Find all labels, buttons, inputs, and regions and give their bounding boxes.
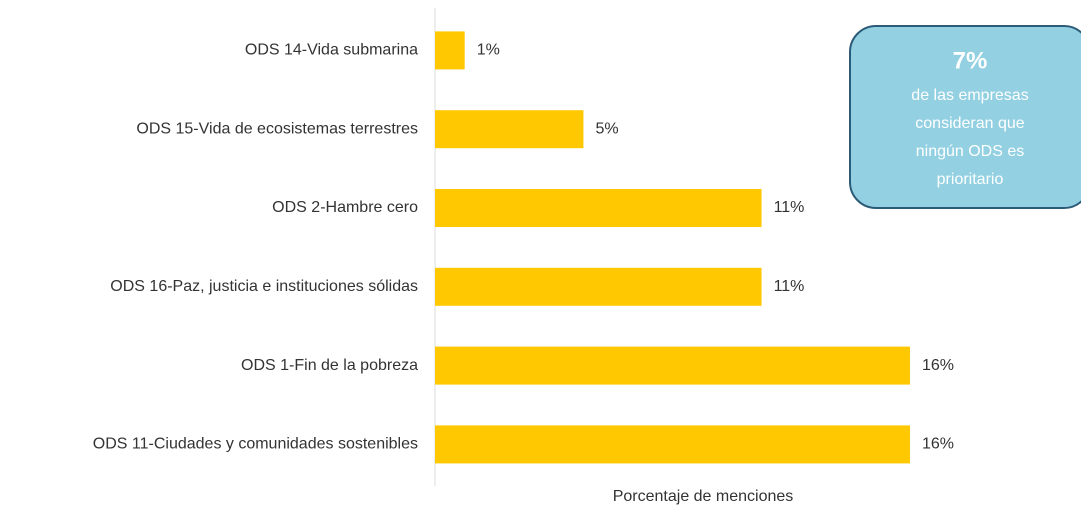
annotation-line: ningún ODS es [916, 143, 1025, 160]
bar [435, 267, 762, 306]
annotation-frame [849, 25, 1081, 209]
value-label: 1% [477, 42, 500, 59]
annotation-box: 7% de las empresas consideran que ningún… [849, 25, 1081, 209]
value-label: 11% [774, 199, 805, 216]
annotation-line: consideran que [915, 115, 1025, 132]
bar [435, 346, 910, 385]
y-tick-label: ODS 11-Ciudades y comunidades sostenible… [93, 436, 418, 453]
value-label: 16% [922, 357, 954, 374]
x-axis-label: Porcentaje de menciones [613, 488, 794, 505]
y-tick-label: ODS 15-Vida de ecosistemas terrestres [136, 120, 418, 137]
value-label: 5% [595, 120, 618, 137]
annotation-line: prioritario [937, 171, 1004, 188]
bar [435, 31, 465, 70]
y-tick-label: ODS 14-Vida submarina [245, 42, 418, 59]
value-label: 11% [774, 278, 805, 295]
annotation-headline: 7% [953, 47, 988, 74]
y-tick-label: ODS 2-Hambre cero [272, 199, 418, 216]
annotation-line: de las empresas [911, 87, 1028, 104]
y-tick-label: ODS 1-Fin de la pobreza [241, 357, 418, 374]
value-label: 16% [922, 436, 954, 453]
bar [435, 189, 762, 227]
bar [435, 110, 584, 149]
y-tick-label: ODS 16-Paz, justicia e instituciones sól… [110, 278, 418, 295]
bar [435, 425, 910, 464]
